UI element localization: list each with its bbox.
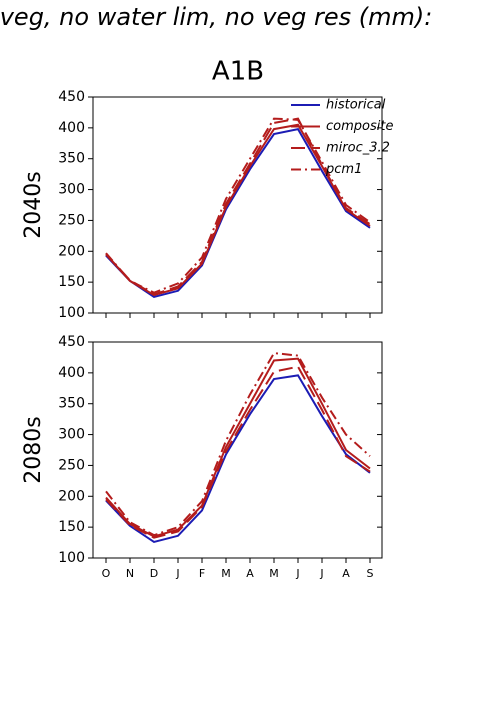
y-tick-label: 150: [58, 519, 85, 535]
chart-subtitle: A1B: [212, 57, 264, 87]
y-tick-label: 150: [58, 274, 85, 290]
legend-label: historical: [326, 98, 386, 113]
x-tick-label: O: [102, 567, 111, 580]
legend-label: miroc_3.2: [326, 141, 390, 156]
y-tick-label: 400: [58, 365, 85, 381]
y-tick-label: 100: [58, 305, 85, 321]
y-tick-label: 450: [58, 334, 85, 350]
y-tick-label: 400: [58, 120, 85, 136]
y-axis-label: 2080s: [21, 416, 46, 483]
series-line: [105, 127, 371, 299]
y-tick-label: 250: [58, 212, 85, 228]
x-tick-label: D: [150, 567, 158, 580]
series-line: [105, 117, 371, 294]
y-tick-label: 300: [58, 182, 85, 198]
chart-title: f veg, no water lim, no veg res (mm):: [0, 3, 432, 31]
y-tick-label: 200: [58, 488, 85, 504]
plot-frame: [92, 341, 383, 559]
y-tick-label: 200: [58, 243, 85, 259]
series-line: [105, 374, 371, 544]
y-axis-label: 2040s: [21, 171, 46, 238]
x-tick-label: F: [199, 567, 205, 580]
x-tick-label: N: [126, 567, 134, 580]
y-tick-label: 100: [58, 550, 85, 566]
y-tick-label: 350: [58, 396, 85, 412]
series-line: [105, 365, 371, 539]
series-line: [105, 352, 371, 537]
plot-frame: [92, 96, 383, 314]
x-tick-label: J: [295, 567, 299, 580]
series-line: [105, 117, 371, 296]
x-tick-label: J: [319, 567, 323, 580]
x-tick-label: A: [342, 567, 350, 580]
x-tick-label: M: [269, 567, 279, 580]
x-tick-label: A: [246, 567, 254, 580]
y-tick-label: 350: [58, 151, 85, 167]
legend-label: pcm1: [325, 162, 362, 177]
x-tick-label: J: [175, 567, 179, 580]
x-tick-label: M: [221, 567, 231, 580]
series-line: [105, 357, 371, 538]
legend-label: composite: [326, 119, 393, 134]
y-tick-label: 300: [58, 427, 85, 443]
x-tick-label: S: [367, 567, 374, 580]
y-tick-label: 250: [58, 457, 85, 473]
y-tick-label: 450: [58, 89, 85, 105]
